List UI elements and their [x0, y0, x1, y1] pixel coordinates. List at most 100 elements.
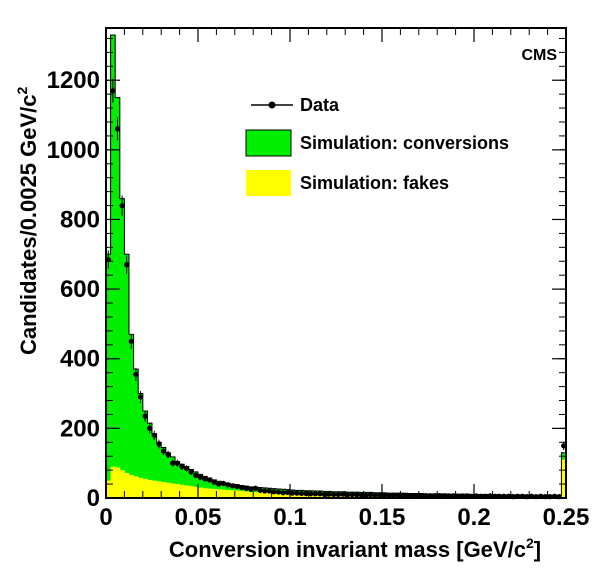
- fakes-bar: [276, 492, 282, 498]
- y-tick-label: 200: [60, 415, 100, 442]
- cms-label: CMS: [521, 47, 557, 64]
- data-point: [280, 490, 286, 496]
- fakes-bar: [129, 475, 134, 498]
- data-point: [252, 485, 259, 491]
- conversions-bar: [133, 369, 139, 498]
- data-point: [124, 255, 130, 274]
- fakes-bar: [133, 476, 139, 498]
- data-point: [367, 492, 374, 498]
- data-point: [298, 490, 305, 497]
- data-point: [404, 492, 410, 498]
- data-point: [386, 492, 392, 499]
- data-point: [211, 479, 217, 485]
- fakes-bar: [179, 484, 185, 498]
- fakes-bar: [239, 491, 245, 498]
- fakes-bar: [285, 493, 291, 498]
- fakes-bar: [106, 480, 111, 498]
- conversions-bar: [165, 452, 171, 498]
- data-point: [151, 430, 157, 441]
- conversions-bar: [156, 442, 162, 498]
- data-point: [390, 492, 397, 498]
- data-point: [358, 492, 364, 498]
- data-point: [275, 489, 282, 495]
- legend-conversions-swatch: [245, 129, 292, 157]
- legend-fakes-label: Simulation: fakes: [300, 173, 449, 193]
- data-point: [216, 481, 222, 487]
- conversions-bar: [152, 433, 157, 498]
- legend: Data Simulation: conversions Simulation:…: [245, 95, 509, 196]
- data-point: [179, 463, 185, 470]
- data-point: [312, 491, 318, 497]
- y-tick-label: 600: [60, 276, 100, 303]
- data-point: [413, 492, 420, 499]
- x-tick-label: 0.1: [273, 504, 306, 531]
- data-point: [381, 492, 387, 498]
- y-tick-label: 800: [60, 206, 100, 233]
- x-tick-label: 0.2: [457, 504, 490, 531]
- fakes-bar: [156, 481, 162, 498]
- conversions-bar: [193, 471, 199, 498]
- fakes-bar: [188, 486, 194, 498]
- data-point: [344, 492, 351, 498]
- legend-conversions-label: Simulation: conversions: [300, 133, 509, 153]
- fakes-bar: [110, 466, 116, 498]
- fakes-bar: [211, 488, 217, 498]
- y-tick-label: 1000: [47, 137, 100, 164]
- data-point: [243, 485, 249, 491]
- y-tick-label: 1200: [47, 67, 100, 94]
- legend-fakes-swatch: [246, 170, 291, 196]
- fakes-bar: [253, 492, 259, 498]
- data-point: [349, 491, 355, 498]
- fakes-bar: [225, 489, 231, 498]
- fakes-bar: [221, 489, 226, 498]
- data-point: [188, 468, 194, 475]
- data-point: [294, 490, 300, 496]
- data-point: [395, 492, 401, 499]
- conversions-bar: [129, 334, 134, 498]
- legend-entry-fakes: Simulation: fakes: [246, 170, 449, 196]
- data-point: [220, 480, 226, 486]
- data-point: [266, 488, 272, 494]
- conversions-bar: [106, 254, 111, 498]
- fakes-bar: [115, 467, 121, 498]
- data-point: [308, 491, 314, 497]
- data-point: [303, 490, 309, 497]
- data-point: [436, 492, 443, 499]
- y-tick-label: 0: [87, 485, 100, 512]
- data-point: [400, 492, 406, 499]
- data-point: [354, 492, 360, 498]
- fakes-bar: [248, 491, 254, 498]
- data-point: [114, 117, 121, 141]
- fakes-bar: [216, 489, 222, 498]
- legend-entry-conversions: Simulation: conversions: [245, 129, 509, 157]
- conversions-bar: [202, 476, 208, 498]
- fakes-bar: [561, 459, 567, 498]
- y-tick-label: 400: [60, 346, 100, 373]
- conversions-bar: [207, 478, 213, 498]
- x-tick-label: 0.25: [543, 504, 590, 531]
- data-point: [409, 492, 415, 499]
- data-point: [147, 423, 153, 434]
- conversions-bar: [110, 34, 116, 499]
- data-point: [372, 492, 378, 498]
- data-point: [128, 333, 134, 349]
- fakes-bar: [280, 493, 286, 498]
- conversions-bar: [138, 393, 144, 498]
- data-point: [423, 492, 429, 499]
- conversions-bar: [175, 461, 180, 498]
- data-point: [285, 489, 291, 496]
- fakes-bar: [267, 492, 272, 498]
- data-point: [229, 483, 236, 489]
- conversions-bar: [142, 410, 148, 498]
- fakes-bar: [230, 490, 236, 498]
- data-point: [340, 491, 346, 497]
- data-point: [331, 491, 337, 498]
- fakes-bar: [290, 493, 295, 498]
- data-point: [262, 488, 268, 494]
- x-axis-title: Conversion invariant mass [GeV/c2]: [169, 535, 541, 562]
- data-point: [225, 482, 231, 488]
- fakes-bar: [184, 485, 190, 498]
- data-point: [133, 367, 139, 381]
- data-point: [271, 489, 277, 495]
